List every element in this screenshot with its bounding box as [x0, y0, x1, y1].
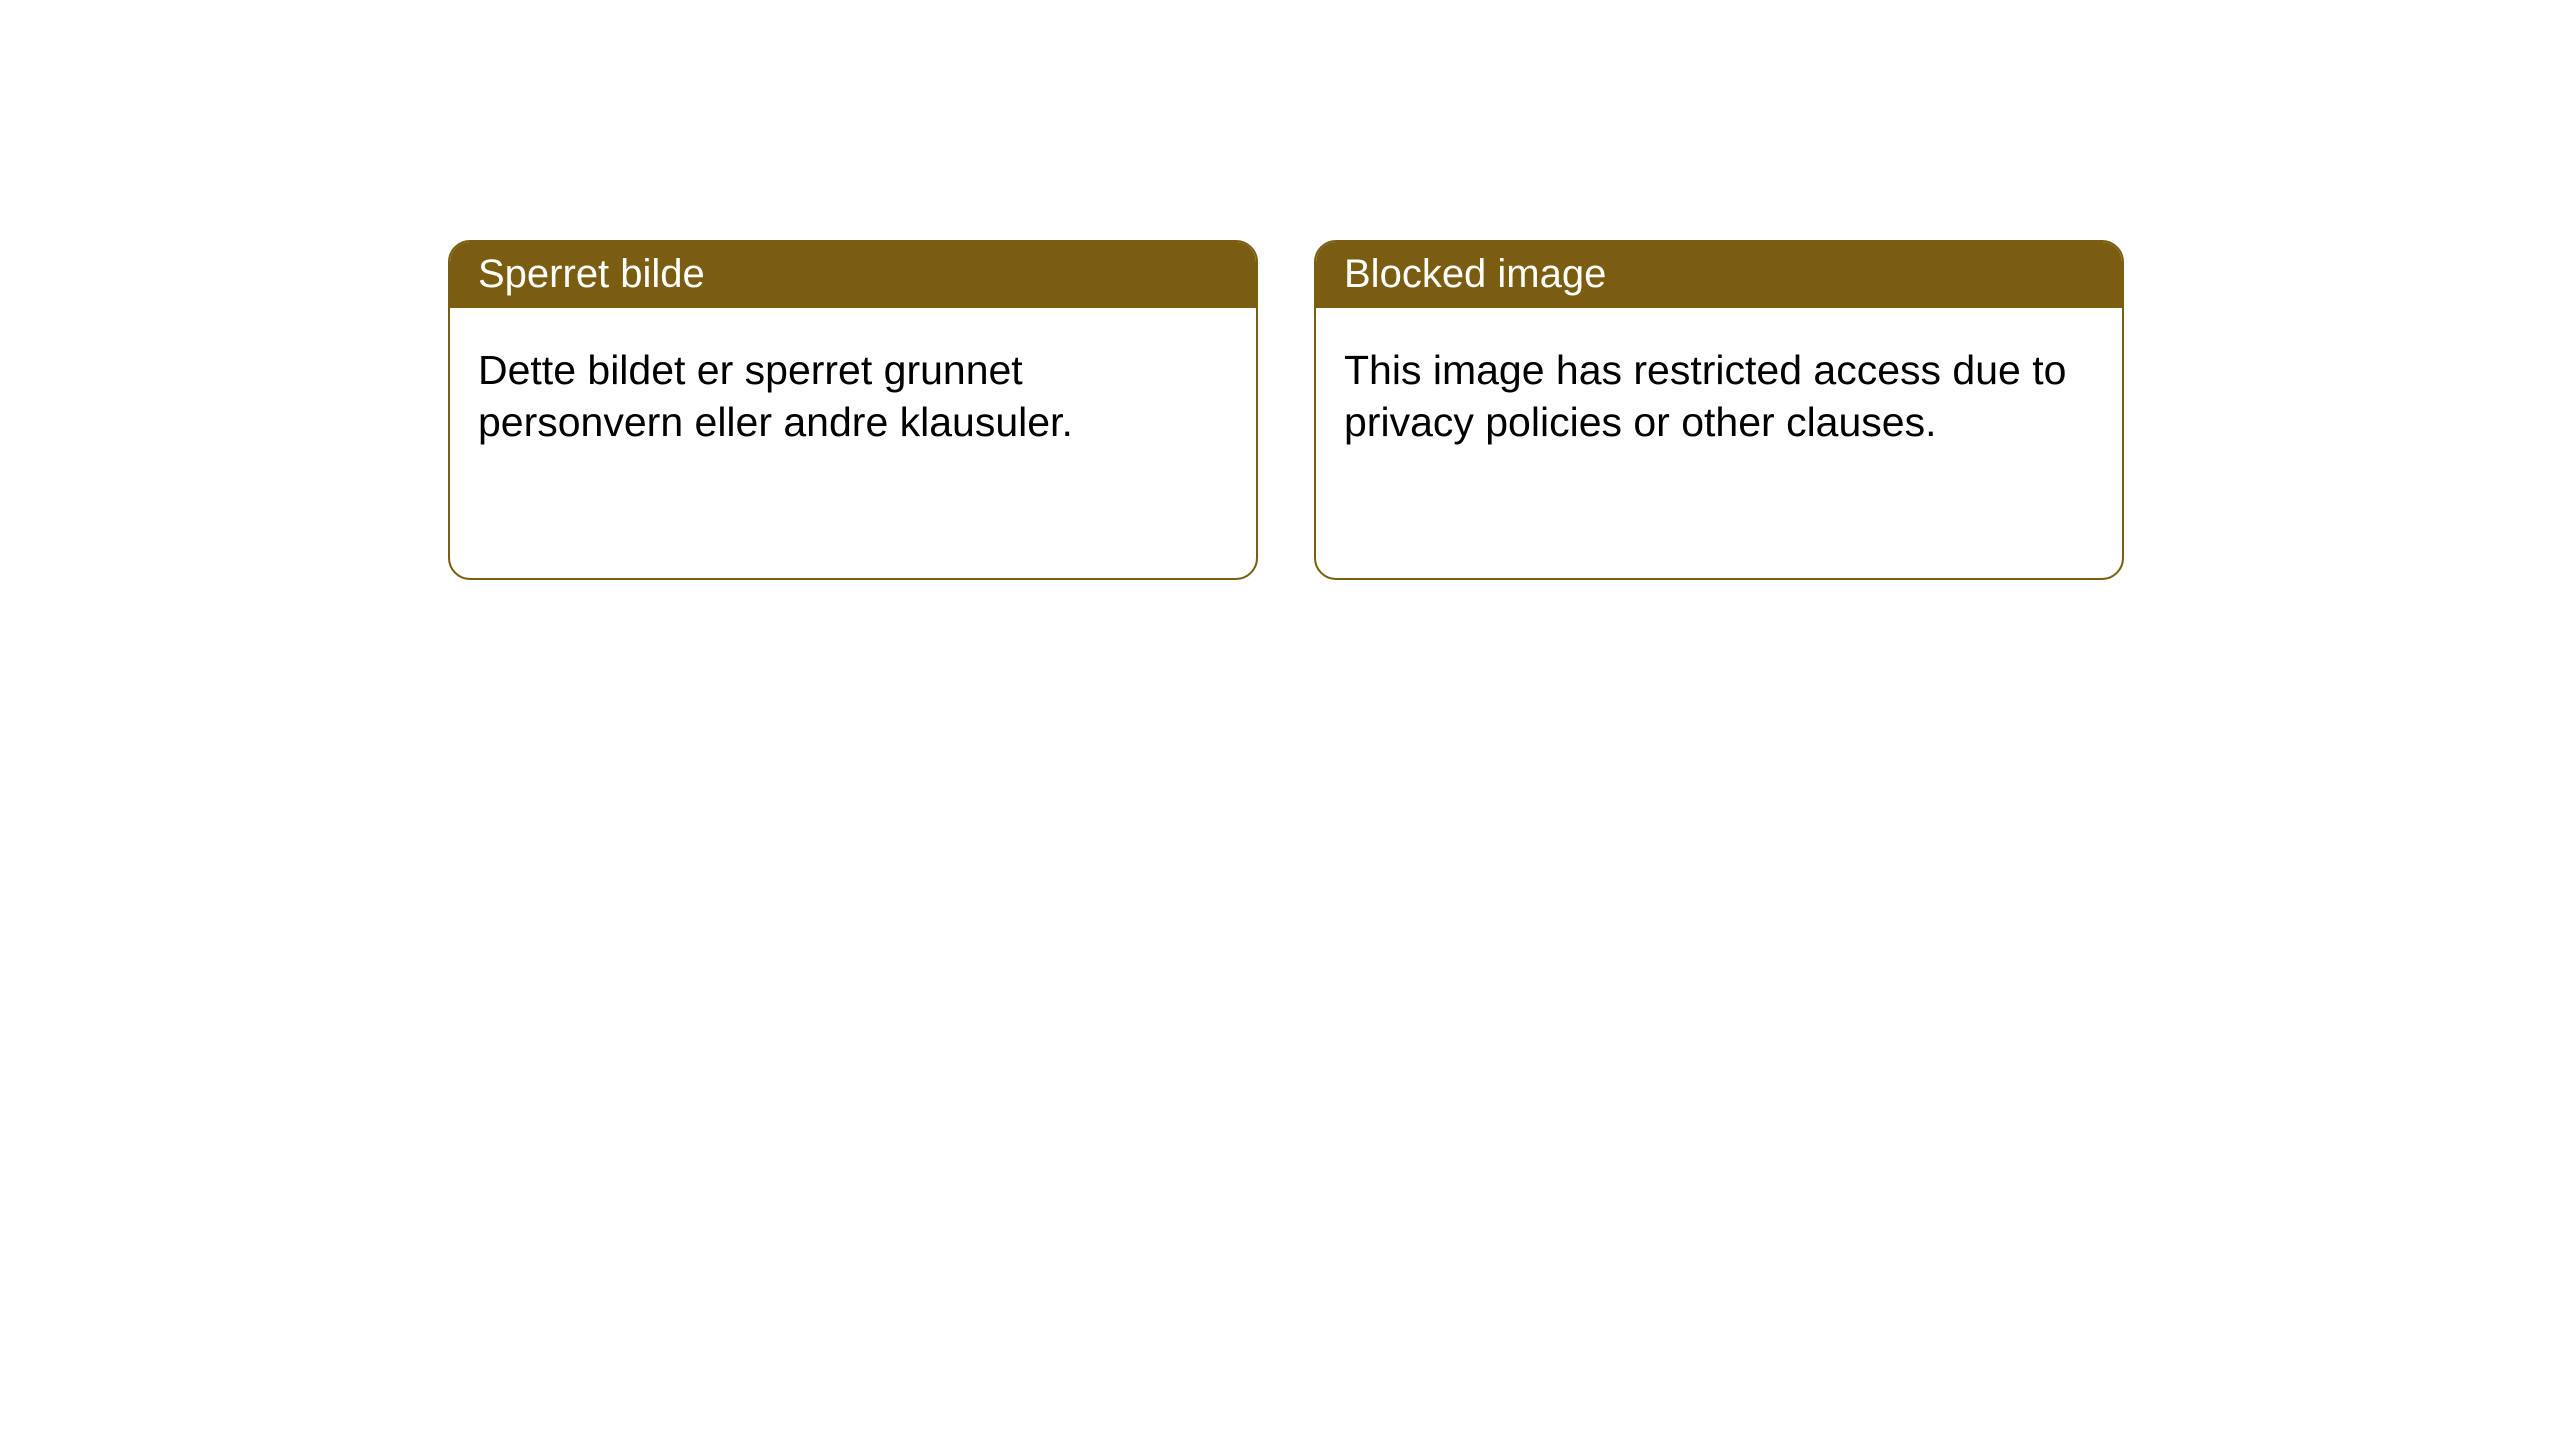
card-blocked-en: Blocked image This image has restricted …	[1314, 240, 2124, 580]
card-header-no: Sperret bilde	[450, 242, 1256, 308]
cards-container: Sperret bilde Dette bildet er sperret gr…	[0, 0, 2560, 580]
card-blocked-no: Sperret bilde Dette bildet er sperret gr…	[448, 240, 1258, 580]
card-header-en: Blocked image	[1316, 242, 2122, 308]
card-body-no: Dette bildet er sperret grunnet personve…	[450, 308, 1256, 485]
card-body-en: This image has restricted access due to …	[1316, 308, 2122, 485]
